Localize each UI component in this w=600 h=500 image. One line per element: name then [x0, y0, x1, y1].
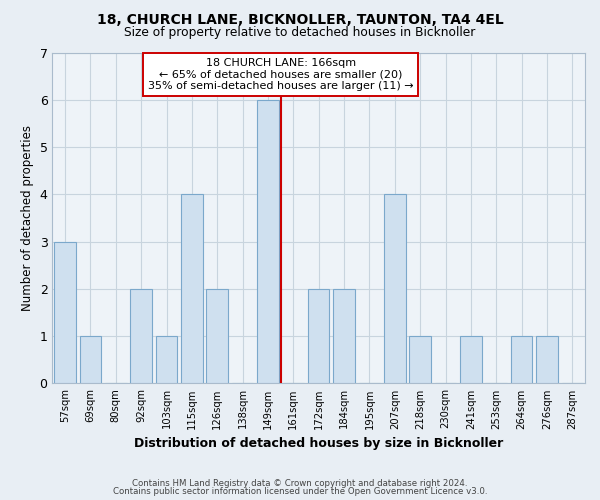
Text: 18, CHURCH LANE, BICKNOLLER, TAUNTON, TA4 4EL: 18, CHURCH LANE, BICKNOLLER, TAUNTON, TA…: [97, 12, 503, 26]
Text: Size of property relative to detached houses in Bicknoller: Size of property relative to detached ho…: [124, 26, 476, 39]
Bar: [460, 336, 482, 384]
Bar: [536, 336, 558, 384]
Bar: [130, 289, 152, 384]
Text: 18 CHURCH LANE: 166sqm
← 65% of detached houses are smaller (20)
35% of semi-det: 18 CHURCH LANE: 166sqm ← 65% of detached…: [148, 58, 413, 92]
Text: Contains HM Land Registry data © Crown copyright and database right 2024.: Contains HM Land Registry data © Crown c…: [132, 478, 468, 488]
Bar: [511, 336, 532, 384]
Bar: [55, 242, 76, 384]
X-axis label: Distribution of detached houses by size in Bicknoller: Distribution of detached houses by size …: [134, 437, 503, 450]
Bar: [156, 336, 178, 384]
Bar: [257, 100, 279, 384]
Bar: [80, 336, 101, 384]
Bar: [384, 194, 406, 384]
Text: Contains public sector information licensed under the Open Government Licence v3: Contains public sector information licen…: [113, 487, 487, 496]
Bar: [181, 194, 203, 384]
Bar: [409, 336, 431, 384]
Bar: [333, 289, 355, 384]
Y-axis label: Number of detached properties: Number of detached properties: [21, 125, 34, 311]
Bar: [206, 289, 228, 384]
Bar: [308, 289, 329, 384]
